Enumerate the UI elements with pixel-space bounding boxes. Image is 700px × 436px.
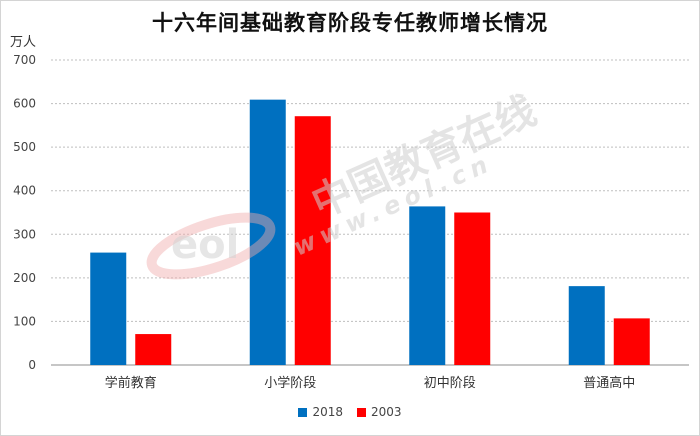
- bar-2018-1: [90, 252, 127, 365]
- bar-2018-2: [249, 99, 286, 366]
- legend-swatch: [357, 407, 366, 417]
- x-category-label: 普通高中: [583, 375, 635, 391]
- y-tick-label: 200: [13, 271, 36, 285]
- chart-title: 十六年间基础教育阶段专任教师增长情况: [152, 10, 548, 35]
- bar-2003-3: [454, 212, 491, 365]
- y-tick-label: 400: [13, 184, 36, 198]
- legend-label: 2018: [312, 405, 343, 419]
- y-tick-label: 300: [13, 227, 36, 241]
- y-tick-label: 500: [13, 140, 36, 154]
- x-category-label: 学前教育: [105, 375, 157, 391]
- bar-2003-1: [135, 334, 172, 365]
- x-category-label: 初中阶段: [424, 376, 476, 391]
- bar-2018-4: [568, 286, 605, 365]
- legend-item: 2018: [298, 405, 343, 419]
- bar-2003-4: [613, 318, 650, 365]
- legend-item: 2003: [357, 405, 402, 419]
- legend-label: 2003: [371, 405, 402, 419]
- y-tick-label: 100: [13, 314, 36, 328]
- bar-2018-3: [409, 206, 446, 365]
- bar-2003-2: [294, 116, 331, 365]
- y-axis-unit-label: 万人: [10, 35, 37, 50]
- legend-swatch: [298, 407, 308, 417]
- chart-legend: 2018 2003: [1, 405, 699, 419]
- y-tick-label: 600: [13, 97, 36, 111]
- y-tick-label: 0: [28, 358, 36, 372]
- y-tick-label: 700: [13, 53, 36, 67]
- x-category-label: 小学阶段: [264, 375, 316, 391]
